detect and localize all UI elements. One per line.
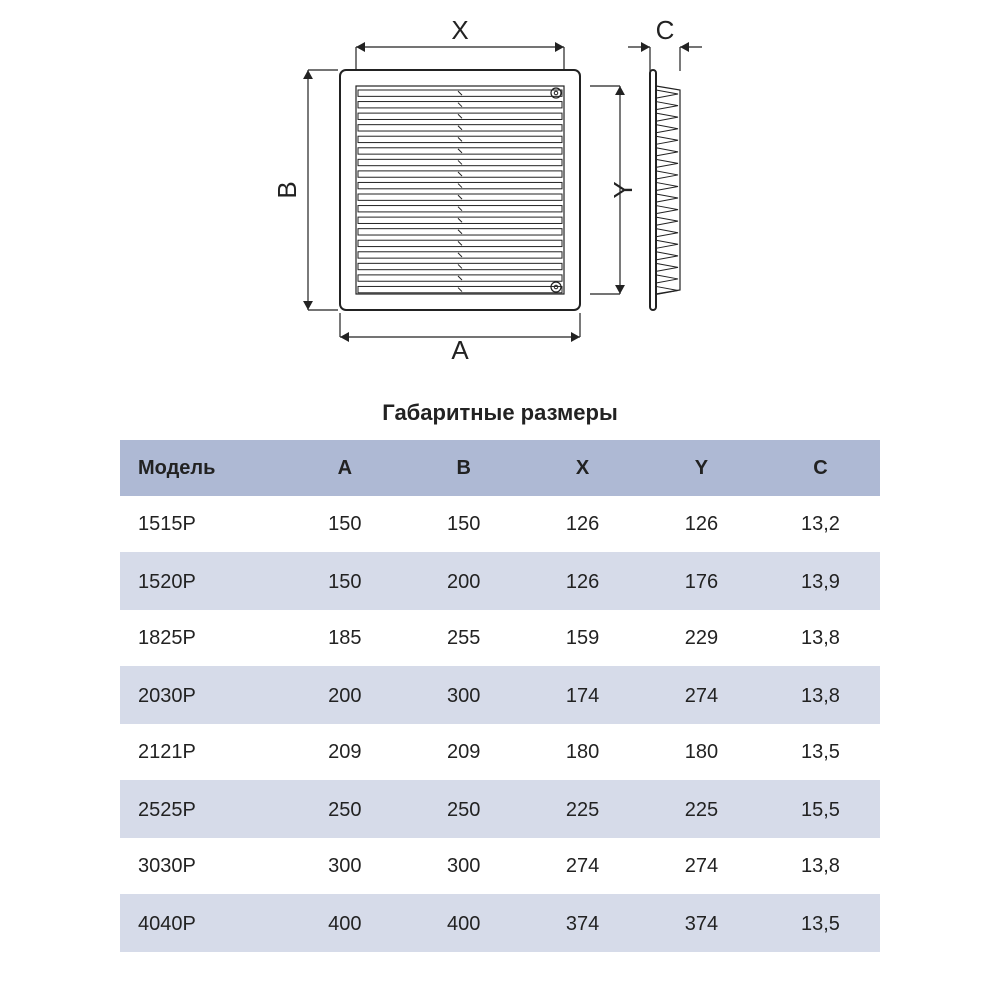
cell-value: 13,9	[761, 553, 880, 610]
cell-value: 126	[523, 496, 642, 553]
table-body: 1515Р15015012612613,21520Р15020012617613…	[120, 496, 880, 952]
diagram-svg: X C A B Y	[250, 15, 810, 375]
cell-value: 209	[404, 724, 523, 781]
cell-value: 150	[285, 496, 404, 553]
col-X: X	[523, 440, 642, 496]
cell-value: 250	[404, 781, 523, 838]
cell-value: 300	[404, 838, 523, 895]
col-C: C	[761, 440, 880, 496]
cell-value: 126	[642, 496, 761, 553]
cell-value: 300	[285, 838, 404, 895]
table-title: Габаритные размеры	[0, 400, 1000, 426]
svg-text:Y: Y	[608, 181, 638, 198]
svg-text:C: C	[656, 15, 675, 45]
cell-value: 180	[523, 724, 642, 781]
cell-value: 274	[523, 838, 642, 895]
cell-value: 274	[642, 838, 761, 895]
svg-text:A: A	[451, 335, 469, 365]
cell-value: 185	[285, 610, 404, 667]
cell-value: 400	[285, 895, 404, 952]
dimension-diagram: X C A B Y	[250, 15, 810, 375]
table-row: 1520Р15020012617613,9	[120, 553, 880, 610]
cell-value: 180	[642, 724, 761, 781]
cell-value: 13,8	[761, 610, 880, 667]
cell-model: 2525Р	[120, 781, 285, 838]
table-row: 1515Р15015012612613,2	[120, 496, 880, 553]
col-A: A	[285, 440, 404, 496]
cell-model: 1515Р	[120, 496, 285, 553]
cell-value: 209	[285, 724, 404, 781]
cell-value: 13,8	[761, 667, 880, 724]
cell-model: 2121Р	[120, 724, 285, 781]
cell-value: 225	[642, 781, 761, 838]
cell-value: 250	[285, 781, 404, 838]
cell-value: 150	[404, 496, 523, 553]
svg-text:X: X	[451, 15, 468, 45]
cell-value: 255	[404, 610, 523, 667]
cell-value: 126	[523, 553, 642, 610]
table-row: 1825Р18525515922913,8	[120, 610, 880, 667]
table-row: 2525Р25025022522515,5	[120, 781, 880, 838]
cell-value: 200	[404, 553, 523, 610]
cell-value: 13,8	[761, 838, 880, 895]
cell-model: 1825Р	[120, 610, 285, 667]
cell-value: 159	[523, 610, 642, 667]
cell-value: 13,2	[761, 496, 880, 553]
cell-value: 274	[642, 667, 761, 724]
cell-model: 4040Р	[120, 895, 285, 952]
cell-model: 1520Р	[120, 553, 285, 610]
cell-value: 229	[642, 610, 761, 667]
col-model: Модель	[120, 440, 285, 496]
cell-model: 3030Р	[120, 838, 285, 895]
cell-value: 400	[404, 895, 523, 952]
cell-model: 2030Р	[120, 667, 285, 724]
cell-value: 374	[642, 895, 761, 952]
dimensions-table: МодельABXYC 1515Р15015012612613,21520Р15…	[120, 440, 880, 952]
cell-value: 200	[285, 667, 404, 724]
cell-value: 300	[404, 667, 523, 724]
table-row: 3030Р30030027427413,8	[120, 838, 880, 895]
cell-value: 13,5	[761, 895, 880, 952]
cell-value: 15,5	[761, 781, 880, 838]
table-row: 2030Р20030017427413,8	[120, 667, 880, 724]
col-Y: Y	[642, 440, 761, 496]
table-header: МодельABXYC	[120, 440, 880, 496]
cell-value: 225	[523, 781, 642, 838]
table-row: 4040Р40040037437413,5	[120, 895, 880, 952]
svg-text:B: B	[272, 181, 302, 198]
table-row: 2121Р20920918018013,5	[120, 724, 880, 781]
cell-value: 150	[285, 553, 404, 610]
cell-value: 176	[642, 553, 761, 610]
col-B: B	[404, 440, 523, 496]
cell-value: 13,5	[761, 724, 880, 781]
cell-value: 174	[523, 667, 642, 724]
cell-value: 374	[523, 895, 642, 952]
